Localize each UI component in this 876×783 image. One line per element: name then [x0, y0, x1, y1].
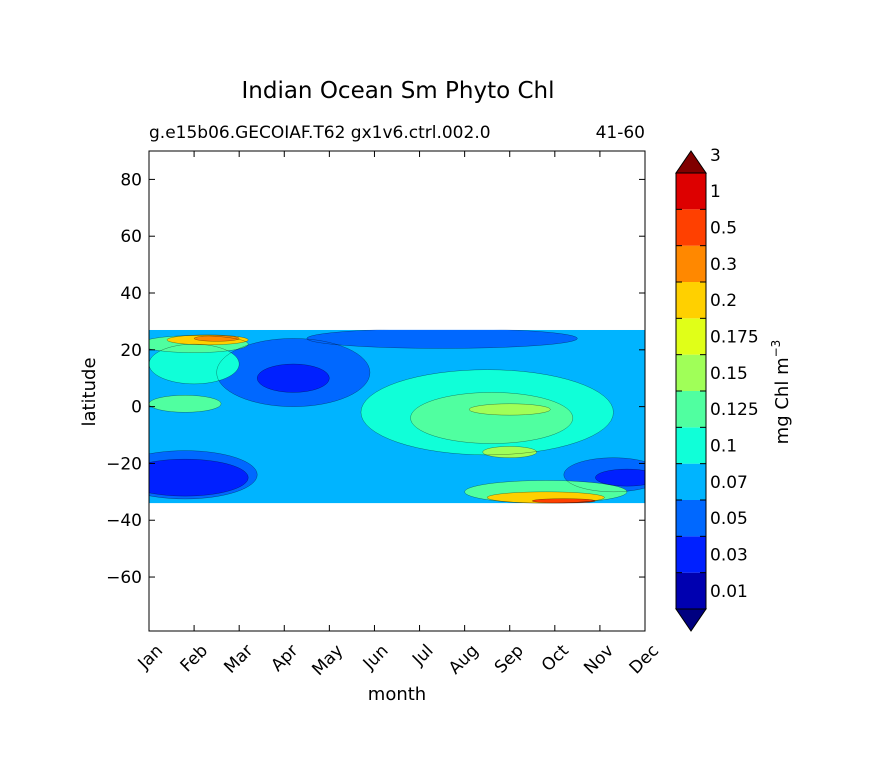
colorbar-segment	[676, 463, 706, 500]
colorbar-extend-min	[675, 608, 707, 632]
chart-subtitle-right: 41-60	[596, 123, 645, 143]
contour-field	[149, 329, 645, 504]
plot-frame	[148, 150, 646, 632]
contour-line	[149, 458, 249, 497]
chart-subtitle-left: g.e15b06.GECOIAF.T62 gx1v6.ctrl.002.0	[149, 123, 491, 143]
contour-line	[149, 335, 249, 353]
contour-region	[595, 469, 645, 487]
x-tick-label: Feb	[177, 641, 212, 676]
colorbar	[675, 150, 707, 632]
colorbar-segment	[676, 500, 706, 537]
x-tick-label: Jan	[134, 641, 167, 674]
contour-line	[166, 334, 249, 346]
contour-line	[532, 498, 596, 504]
contour-line	[216, 338, 371, 407]
colorbar-tick-label: 0.15	[710, 364, 748, 384]
contour-region	[410, 392, 573, 444]
y-tick-label: 20	[120, 341, 142, 361]
colorbar-tick-label: 1	[710, 182, 721, 202]
y-tick-label: −40	[106, 511, 142, 531]
contour-region	[194, 335, 240, 342]
colorbar-tick-label: 0.1	[710, 437, 737, 457]
contour-line	[595, 468, 645, 487]
contour-region	[149, 395, 222, 413]
colorbar-segment	[676, 427, 706, 464]
y-tick-label: 0	[131, 398, 142, 418]
contour-region	[306, 329, 578, 349]
colorbar-tick-label: 0.05	[710, 509, 748, 529]
colorbar-segment	[676, 572, 706, 609]
contour-line	[306, 329, 578, 349]
y-tick-label: −60	[106, 568, 142, 588]
contour-line	[486, 491, 605, 504]
colorbar-segment	[676, 536, 706, 573]
colorbar-segment	[676, 173, 706, 210]
x-tick-label: Mar	[220, 641, 257, 678]
colorbar-segment	[676, 282, 706, 319]
colorbar-tick-label: 0.125	[710, 400, 759, 420]
colorbar-segment	[676, 354, 706, 391]
contour-line	[149, 395, 222, 413]
colorbar-tick-label: 0.175	[710, 328, 759, 348]
y-tick-label: 80	[120, 170, 142, 190]
colorbar-label: mg Chl m−3	[769, 340, 793, 445]
contour-line	[468, 403, 551, 416]
colorbar-ticks: 0.01 0.03 0.05 0.07 0.1 0.125 0.15 0.175 0.2 0.3 0…	[676, 146, 759, 602]
colorbar-tick-label: 0.2	[710, 291, 737, 311]
x-tick-label: Nov	[580, 641, 618, 679]
contour-region	[532, 498, 596, 504]
colorbar-segment	[676, 391, 706, 428]
y-tick-label: 40	[120, 284, 142, 304]
colorbar-label-main: mg Chl m	[772, 357, 793, 444]
x-tick-label: May	[308, 641, 347, 680]
contour-region	[149, 459, 249, 497]
colorbar-segment	[676, 245, 706, 282]
x-tick-label: Dec	[626, 641, 663, 678]
colorbar-segment	[676, 209, 706, 246]
x-axis-label: month	[368, 684, 426, 705]
colorbar-tick-label: 0.3	[710, 255, 737, 275]
contour-line	[482, 446, 537, 458]
contour-region	[257, 364, 330, 393]
contour-line	[410, 392, 574, 444]
contour-line	[149, 343, 240, 385]
x-tick-label: Jul	[408, 641, 437, 670]
colorbar-tick-label: 3	[710, 146, 721, 166]
contour-line	[149, 450, 258, 500]
colorbar-tick-label: 0.5	[710, 219, 737, 239]
contour-line	[563, 457, 645, 493]
colorbar-tick-label: 0.03	[710, 546, 748, 566]
x-tick-label: Aug	[445, 641, 483, 679]
chart-title: Indian Ocean Sm Phyto Chl	[241, 78, 554, 104]
contour-line	[257, 363, 330, 393]
y-tick-label: 60	[120, 227, 142, 247]
colorbar-label-superscript: −3	[769, 340, 783, 358]
colorbar-tick-label: 0.07	[710, 473, 748, 493]
x-tick-label: Sep	[491, 641, 528, 678]
colorbar-segment	[676, 318, 706, 355]
y-axis: 80 60 40 20 0 −20 −40 −60	[106, 170, 645, 588]
y-tick-label: −20	[106, 454, 142, 474]
contour-line	[360, 369, 614, 456]
y-axis-label: latitude	[79, 357, 100, 426]
x-tick-label: Oct	[538, 641, 573, 676]
contour-line	[464, 480, 628, 504]
colorbar-tick-label: 0.01	[710, 582, 748, 602]
contour-line	[193, 335, 240, 342]
x-tick-label: Jun	[359, 641, 393, 675]
contour-lines	[149, 329, 645, 504]
contour-region	[469, 403, 551, 416]
colorbar-extend-max	[675, 150, 707, 174]
x-tick-label: Apr	[267, 641, 302, 676]
